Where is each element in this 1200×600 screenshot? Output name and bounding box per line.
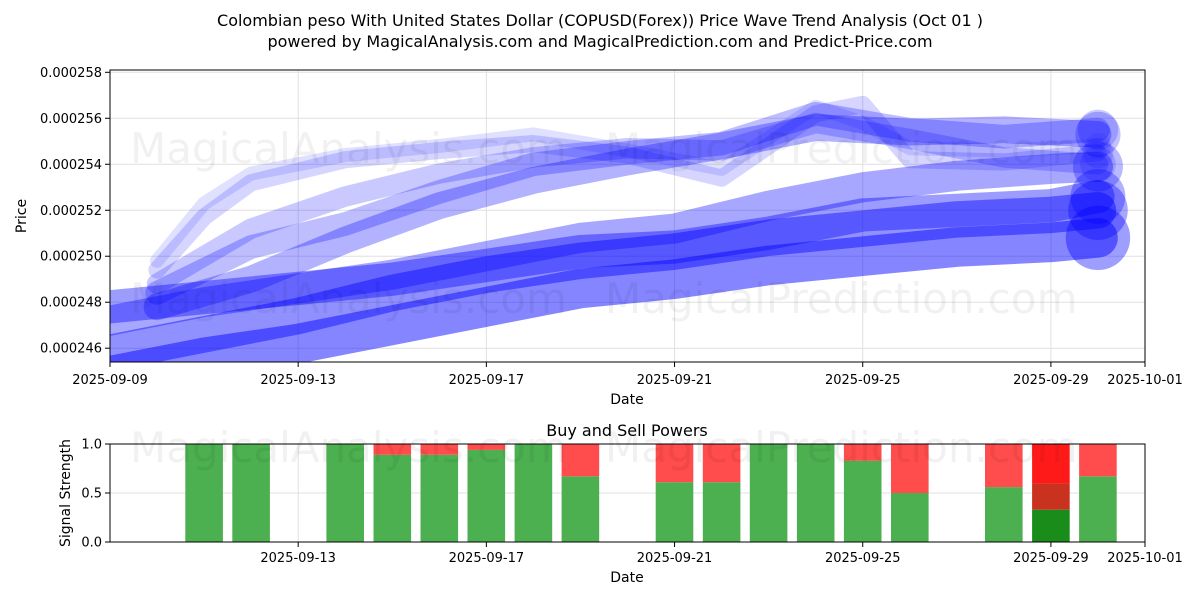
buy-bar [232,444,270,542]
signal-x-tick-label: 2025-09-21 [637,551,713,566]
sell-bar [843,444,882,461]
chart-title-line1: Colombian peso With United States Dollar… [217,11,983,30]
price-x-tick-label: 2025-09-17 [449,373,525,388]
sell-bar [373,444,412,455]
price-wave-2 [148,95,1107,279]
price-waves [110,95,1131,362]
price-x-axis-label: Date [610,392,643,408]
price-x-tick-label: 2025-09-21 [637,373,713,388]
buy-bar [655,482,694,542]
price-wave-end-2 [1082,137,1114,169]
watermark-prediction-top: MagicalPrediction.com [605,124,1078,173]
price-wave-end-6 [1072,141,1123,192]
buy-bar [185,444,223,542]
buy-bar [420,454,459,542]
buy-bar [1079,476,1117,542]
price-wave-5 [143,114,1112,321]
watermark-prediction-mid: MagicalPrediction.com [605,274,1078,323]
buy-bar [796,444,835,542]
signal-x-tick-label: 2025-09-25 [825,551,901,566]
buy-bar [702,482,741,542]
price-y-tick-label: 0.000248 [40,296,102,311]
signal-x-tick-label: 2025-09-17 [449,551,525,566]
price-x-axis: 2025-09-09 2025-09-13 2025-09-17 2025-09-21… [72,362,1183,388]
price-x-tick-label: 2025-10-01 [1107,373,1183,388]
price-plot-frame [109,69,1146,363]
price-wave-4 [145,101,1110,305]
price-wave-3 [146,112,1109,294]
price-y-tick-label: 0.000258 [40,66,102,81]
price-wave-end-1 [1084,132,1111,159]
price-y-tick-label: 0.000256 [40,112,102,127]
sell-bar [985,444,1023,488]
watermark-analysis-mid: MagicalAnalysis.com [130,274,567,323]
sell-bar [1032,444,1070,484]
price-wave-9 [110,218,1118,362]
price-wave-end-5 [1075,111,1121,157]
sell-bar [420,444,459,455]
buy-bar [467,449,506,542]
watermark-analysis-bottom: MagicalAnalysis.com [130,423,567,472]
buy-bar [891,493,929,542]
watermark-analysis-top: MagicalAnalysis.com [130,124,567,173]
price-y-tick-label: 0.000252 [40,204,102,219]
buy-bar [1032,509,1070,542]
buy-bar [561,476,600,542]
price-wave-7 [110,179,1115,324]
price-wave-end-4 [1077,109,1119,150]
signal-y-axis: 0.0 0.5 1.0 [81,438,110,551]
signal-y-tick-label: 0.5 [81,487,102,502]
sell-bar [467,444,506,450]
signal-chart-title: Buy and Sell Powers [546,421,708,440]
price-wave-8 [110,192,1117,362]
signal-bars [185,444,1117,542]
price-y-axis: 0.000246 0.000248 0.000250 0.000252 0.000254… [40,66,110,357]
buy-bar [514,444,553,542]
price-x-tick-label: 2025-09-13 [260,373,336,388]
price-wave-end-7 [1070,169,1126,224]
signal-x-tick-label: 2025-09-13 [260,551,336,566]
price-y-tick-label: 0.000254 [40,158,102,173]
price-x-tick-label: 2025-09-09 [72,373,148,388]
sell-bar [655,444,694,483]
buy-bar [843,460,882,542]
signal-y-axis-label: Signal Strength [58,439,74,547]
price-wave-end-9 [1065,205,1131,271]
buy-bar [749,444,788,542]
watermark-prediction-bottom: MagicalPrediction.com [605,423,1078,472]
signal-x-axis: 2025-09-13 2025-09-17 2025-09-21 2025-09-25… [260,542,1183,566]
signal-x-axis-label: Date [610,570,643,586]
signal-x-tick-label: 2025-09-29 [1013,551,1089,566]
sell-bar [702,444,741,483]
chart-title-line2: powered by MagicalAnalysis.com and Magic… [267,32,932,51]
price-y-axis-label: Price [14,199,30,233]
sell-bar [561,444,600,477]
signal-y-tick-label: 0.0 [81,536,102,551]
price-x-tick-label: 2025-09-29 [1013,373,1089,388]
buy-bar [985,487,1023,542]
price-wave-1 [150,99,1105,268]
price-x-tick-label: 2025-09-25 [825,373,901,388]
buy-bar [373,454,412,542]
sell-bar-lower [1032,483,1070,510]
price-wave-end-8 [1068,180,1128,241]
signal-x-tick-label: 2025-10-01 [1107,551,1183,566]
signal-y-tick-label: 1.0 [81,438,102,453]
price-grid [109,70,1146,362]
sell-bar [891,444,929,493]
buy-bar [326,444,364,542]
sell-bar [1079,444,1117,477]
price-y-tick-label: 0.000246 [40,342,102,357]
price-wave-6 [110,151,1113,336]
price-y-tick-label: 0.000250 [40,250,102,265]
price-wave-end-3 [1080,146,1116,183]
